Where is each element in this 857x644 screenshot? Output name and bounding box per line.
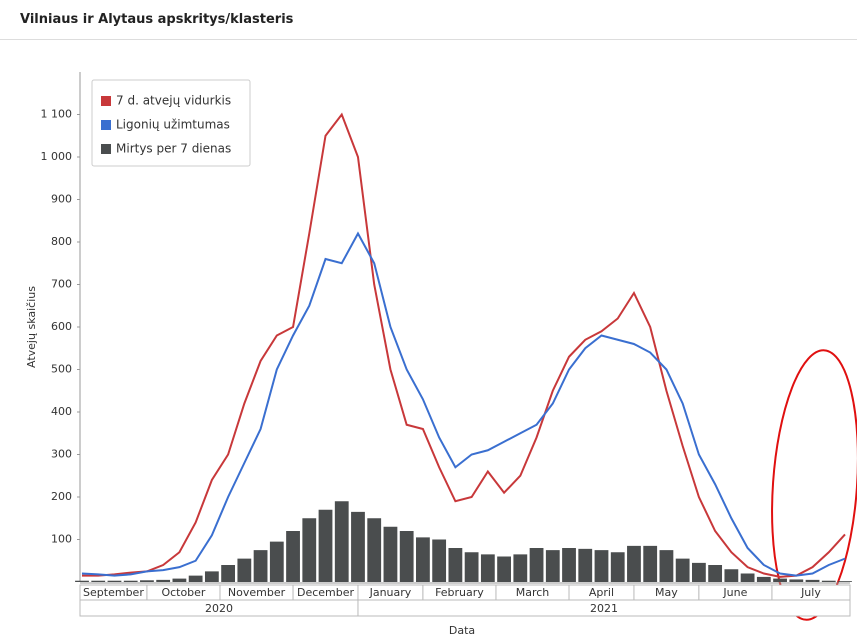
bar bbox=[140, 580, 154, 582]
bar bbox=[302, 518, 317, 582]
bar bbox=[691, 562, 706, 582]
bar bbox=[269, 541, 284, 582]
bar bbox=[123, 580, 138, 582]
bar bbox=[204, 571, 219, 582]
y-tick-label: 600 bbox=[51, 320, 72, 333]
chart-title: Vilniaus ir Alytaus apskritys/klasteris bbox=[20, 12, 294, 27]
bar bbox=[805, 579, 820, 582]
bar bbox=[253, 550, 268, 582]
bar bbox=[156, 579, 171, 582]
bar bbox=[432, 539, 447, 582]
bar bbox=[399, 531, 414, 582]
x-tick-label: June bbox=[722, 586, 747, 599]
bar bbox=[838, 581, 852, 582]
header: Vilniaus ir Alytaus apskritys/klasteris bbox=[0, 0, 857, 40]
bar bbox=[351, 511, 365, 582]
y-axis-title: Atvejų skaičius bbox=[25, 286, 38, 368]
y-tick-label: 300 bbox=[51, 448, 72, 461]
x-tick-label: January bbox=[369, 586, 412, 599]
bar bbox=[773, 578, 787, 582]
line-series bbox=[82, 112, 846, 578]
y-tick-label: 1 000 bbox=[41, 150, 73, 163]
year-label: 2021 bbox=[590, 602, 618, 615]
bar bbox=[562, 548, 576, 582]
bar bbox=[318, 509, 333, 582]
bar bbox=[643, 545, 658, 582]
y-tick-label: 100 bbox=[51, 533, 72, 546]
bar bbox=[172, 578, 187, 582]
legend-label: Mirtys per 7 dienas bbox=[116, 142, 231, 156]
bar bbox=[610, 552, 625, 582]
legend-swatch bbox=[101, 144, 111, 154]
bar bbox=[659, 550, 674, 582]
x-tick-label: May bbox=[655, 586, 678, 599]
x-tick-label: March bbox=[516, 586, 550, 599]
bar bbox=[480, 554, 495, 582]
legend-box bbox=[91, 79, 251, 167]
legend-swatch bbox=[101, 96, 111, 106]
bar bbox=[464, 552, 479, 582]
bar bbox=[286, 531, 300, 582]
bar bbox=[513, 554, 528, 582]
x-axis-title: Data bbox=[449, 624, 475, 637]
legend-swatch bbox=[101, 120, 111, 130]
x-tick-label: November bbox=[228, 586, 286, 599]
line-series bbox=[81, 231, 846, 577]
x-tick-label: December bbox=[297, 586, 355, 599]
bar bbox=[448, 548, 463, 582]
y-tick-label: 900 bbox=[51, 193, 72, 206]
bar bbox=[221, 565, 236, 582]
bar bbox=[367, 518, 382, 582]
bar bbox=[416, 537, 430, 582]
y-tick-label: 200 bbox=[51, 490, 72, 503]
bar bbox=[789, 579, 804, 582]
bar bbox=[578, 548, 593, 582]
x-tick-label: April bbox=[589, 586, 614, 599]
legend-label: 7 d. atvejų vidurkis bbox=[116, 94, 231, 108]
y-tick-label: 1 100 bbox=[41, 108, 73, 121]
bar bbox=[756, 576, 771, 582]
x-tick-label: February bbox=[435, 586, 484, 599]
bar bbox=[107, 580, 122, 582]
bar bbox=[188, 575, 203, 582]
bar bbox=[675, 558, 690, 582]
legend-label: Ligonių užimtumas bbox=[116, 118, 230, 132]
y-tick-label: 700 bbox=[51, 278, 72, 291]
year-label: 2020 bbox=[205, 602, 233, 615]
x-tick-label: July bbox=[800, 586, 821, 599]
bar bbox=[594, 550, 609, 582]
bar bbox=[740, 573, 755, 582]
bar bbox=[75, 580, 89, 582]
bar bbox=[334, 501, 349, 582]
bar bbox=[724, 569, 739, 582]
y-tick-label: 800 bbox=[51, 235, 72, 248]
bar bbox=[529, 548, 544, 582]
bar bbox=[545, 550, 560, 582]
bar bbox=[821, 580, 836, 582]
x-tick-label: September bbox=[83, 586, 144, 599]
y-tick-label: 500 bbox=[51, 363, 72, 376]
bar bbox=[497, 556, 511, 582]
bar bbox=[708, 565, 723, 582]
bar bbox=[237, 558, 252, 582]
year-box bbox=[357, 599, 851, 617]
x-tick-label: October bbox=[161, 586, 205, 599]
y-tick-label: 400 bbox=[51, 405, 72, 418]
bar bbox=[627, 545, 641, 582]
bar bbox=[383, 526, 398, 582]
bar bbox=[91, 580, 106, 582]
